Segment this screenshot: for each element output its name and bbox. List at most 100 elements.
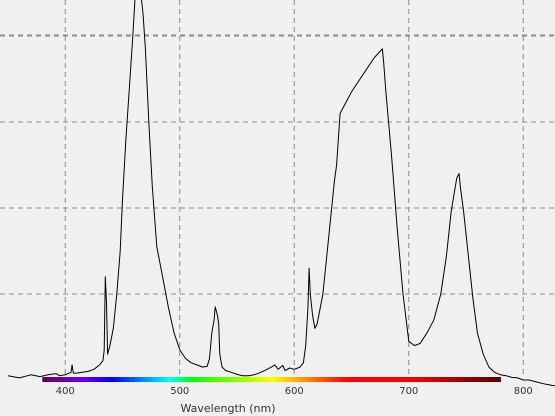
spectrum-bar-segment: [466, 377, 469, 382]
spectrum-bar-segment: [344, 377, 348, 382]
spectrum-bar-segment: [351, 377, 355, 382]
spectrum-bar-segment: [449, 377, 453, 382]
spectrum-bar-segment: [74, 377, 78, 382]
spectrum-bar-segment: [372, 377, 375, 382]
spectrum-bar-segment: [491, 377, 495, 382]
spectrum-bar-segment: [328, 377, 332, 382]
spectrum-bar-segment: [291, 377, 295, 382]
spectrum-bar-segment: [72, 377, 76, 382]
spectrum-bar-segment: [65, 377, 69, 382]
spectrum-bar-segment: [468, 377, 472, 382]
spectrum-bar-segment: [67, 377, 71, 382]
spectrum-bar-segment: [124, 377, 128, 382]
spectrum-bar-segment: [420, 377, 424, 382]
spectrum-bar-segment: [227, 377, 231, 382]
spectrum-bar-segment: [56, 377, 59, 382]
spectrum-bar-segment: [156, 377, 160, 382]
spectrum-bar-segment: [195, 377, 199, 382]
spectrum-bar-segment: [305, 377, 309, 382]
spectrum-bar-segment: [246, 377, 250, 382]
spectrum-bar-segment: [232, 377, 236, 382]
spectrum-bar-segment: [106, 377, 110, 382]
spectrum-bar-segment: [49, 377, 53, 382]
spectrum-bar-segment: [53, 377, 57, 382]
spectrum-bar-segment: [191, 377, 195, 382]
spectrum-bar-segment: [411, 377, 414, 382]
spectrum-bar-segment: [479, 377, 483, 382]
spectrum-bar-segment: [408, 377, 412, 382]
spectrum-bar-segment: [438, 377, 442, 382]
spectrum-bar-segment: [202, 377, 206, 382]
spectrum-bar-segment: [358, 377, 362, 382]
spectrum-bar-segment: [83, 377, 87, 382]
spectrum-bar-segment: [255, 377, 259, 382]
spectrum-bar-segment: [127, 377, 130, 382]
spectrum-bar-segment: [486, 377, 490, 382]
spectrum-bar-segment: [237, 377, 240, 382]
spectrum-bar-segment: [427, 377, 430, 382]
spectrum-bar-segment: [154, 377, 158, 382]
spectrum-bar-segment: [159, 377, 163, 382]
spectrum-bar-segment: [422, 377, 426, 382]
spectrum-bar-segment: [250, 377, 254, 382]
spectrum-bar-segment: [319, 377, 323, 382]
spectrum-bar-segment: [266, 377, 270, 382]
spectrum-bar-segment: [175, 377, 179, 382]
spectrum-bar-segment: [285, 377, 288, 382]
spectrum-bar-segment: [204, 377, 208, 382]
spectrum-bar-segment: [62, 377, 66, 382]
spectrum-bar-segment: [198, 377, 201, 382]
x-tick-label: 600: [285, 386, 304, 397]
spectrum-bar-segment: [381, 377, 385, 382]
spectrum-bar-segment: [433, 377, 437, 382]
spectrum-bar-segment: [310, 377, 314, 382]
spectrum-bar-segment: [143, 377, 146, 382]
spectrum-bar-segment: [271, 377, 275, 382]
spectrum-bar-segment: [367, 377, 371, 382]
spectrum-bar-segment: [383, 377, 387, 382]
spectrum-bar-segment: [133, 377, 137, 382]
spectrum-bar-segment: [385, 377, 389, 382]
spectrum-bar-segment: [259, 377, 263, 382]
spectrum-bar-segment: [463, 377, 467, 382]
spectrum-bar-segment: [81, 377, 85, 382]
spectrum-bar-segment: [248, 377, 252, 382]
spectrum-bar-segment: [223, 377, 227, 382]
x-axis-label: Wavelength (nm): [180, 402, 275, 415]
spectrum-bar-segment: [220, 377, 224, 382]
spectrum-bar-segment: [369, 377, 373, 382]
spectrum-bar-segment: [335, 377, 339, 382]
spectrum-bar-segment: [145, 377, 149, 382]
spectrum-bar-segment: [353, 377, 357, 382]
spectrum-bar-segment: [461, 377, 465, 382]
spectrum-bar-segment: [307, 377, 311, 382]
spectrum-bar-segment: [241, 377, 245, 382]
spectrum-bar-segment: [401, 377, 405, 382]
spectrum-bar-segment: [193, 377, 197, 382]
spectrum-bar-segment: [493, 377, 497, 382]
spectrum-series-line: [7, 0, 555, 387]
spectrum-bar-segment: [488, 377, 492, 382]
visible-spectrum-bar: [42, 377, 501, 382]
spectrum-bar-segment: [340, 377, 343, 382]
spectrum-bar-segment: [431, 377, 435, 382]
spectrum-bar-segment: [179, 377, 183, 382]
spectrum-bar-segment: [424, 377, 428, 382]
spectrum-bar-segment: [230, 377, 234, 382]
spectrum-bar-segment: [90, 377, 94, 382]
spectrum-bar-segment: [161, 377, 165, 382]
spectrum-bar-segment: [454, 377, 458, 382]
spectrum-bar-segment: [138, 377, 142, 382]
spectrum-bar-segment: [136, 377, 140, 382]
spectrum-bar-segment: [296, 377, 300, 382]
spectrum-bar-segment: [97, 377, 101, 382]
gridlines: [0, 0, 555, 377]
spectrum-bar-segment: [122, 377, 126, 382]
spectrum-bar-segment: [374, 377, 378, 382]
spectrum-bar-segment: [376, 377, 380, 382]
spectrum-bar-segment: [113, 377, 117, 382]
spectrum-bar-segment: [92, 377, 96, 382]
spectrum-bar-segment: [147, 377, 151, 382]
spectrum-bar-segment: [257, 377, 261, 382]
